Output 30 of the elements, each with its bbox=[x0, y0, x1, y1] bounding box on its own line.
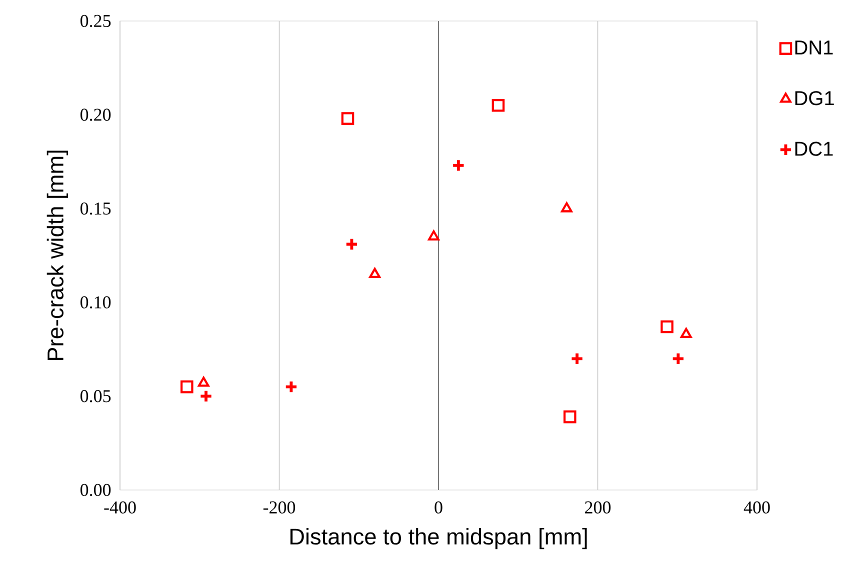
point bbox=[180, 380, 194, 394]
y-tick-label: 0.05 bbox=[80, 390, 111, 402]
x-tick-label: -400 bbox=[104, 501, 136, 514]
y-tick-label: 0.25 bbox=[80, 14, 111, 28]
point bbox=[492, 99, 505, 112]
y-tick-label: 0.00 bbox=[80, 484, 111, 496]
y-tick-label: 0.10 bbox=[80, 296, 111, 308]
point bbox=[660, 320, 674, 334]
point bbox=[671, 352, 685, 366]
point bbox=[341, 112, 354, 125]
point bbox=[570, 352, 584, 366]
legend-label: DC1 bbox=[795, 142, 833, 156]
point bbox=[344, 237, 359, 252]
point bbox=[561, 202, 572, 212]
point bbox=[563, 410, 576, 424]
point bbox=[284, 380, 298, 394]
legend-label: DN1 bbox=[795, 40, 833, 54]
y-tick-label: 0.20 bbox=[80, 108, 111, 121]
y-tick-label: 0.15 bbox=[80, 202, 111, 215]
x-tick-label: 200 bbox=[585, 501, 611, 514]
y-axis-title: Pre-crack width [mm] bbox=[46, 150, 68, 360]
x-tick-label: 400 bbox=[744, 501, 770, 514]
x-tick-label: -200 bbox=[263, 501, 296, 514]
point bbox=[369, 268, 380, 278]
x-tick-label: 0 bbox=[434, 501, 442, 514]
x-axis-title: Distance to the midspan [mm] bbox=[290, 528, 587, 550]
point bbox=[680, 328, 692, 338]
legend-label: DG1 bbox=[795, 91, 834, 106]
point bbox=[428, 230, 440, 240]
point bbox=[198, 376, 210, 387]
